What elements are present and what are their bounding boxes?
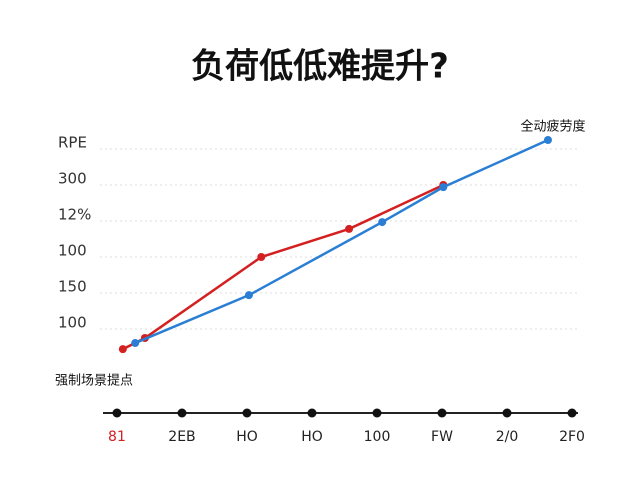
data-point <box>118 345 127 354</box>
x-tick-label: 2EB <box>168 429 195 445</box>
annotation: 全动疲劳度 <box>520 119 585 135</box>
x-tick <box>502 408 512 418</box>
x-tick <box>372 408 382 418</box>
x-tick-label: 81 <box>108 429 126 445</box>
chart-title: 负荷低低难提升? <box>191 47 449 87</box>
series-line <box>134 138 549 345</box>
y-tick-label: 100 <box>58 242 87 260</box>
data-point <box>131 339 140 348</box>
x-tick <box>112 408 122 418</box>
x-tick-label: HO <box>301 429 323 445</box>
x-tick <box>567 408 577 418</box>
y-tick-label: 150 <box>58 278 87 296</box>
x-tick-label: 100 <box>364 429 391 445</box>
x-tick <box>242 408 252 418</box>
data-point <box>378 218 387 227</box>
y-tick-label: 300 <box>58 170 87 188</box>
data-point <box>543 136 552 144</box>
y-tick-label: RPE <box>58 134 87 152</box>
x-tick-label: 2/0 <box>496 429 519 445</box>
x-tick <box>437 408 447 418</box>
y-tick-label: 12% <box>58 206 91 224</box>
y-tick-label: 100 <box>58 314 87 332</box>
annotation: 强制场景提点 <box>55 373 133 389</box>
x-tick <box>307 408 317 418</box>
data-point <box>244 291 253 300</box>
x-tick <box>177 408 187 418</box>
x-tick-label: 2F0 <box>559 429 585 445</box>
data-point <box>439 183 448 192</box>
series-line <box>122 183 444 351</box>
x-tick-label: FW <box>431 429 453 445</box>
data-point <box>257 253 266 261</box>
x-tick-label: HO <box>236 429 258 445</box>
data-point <box>345 224 354 233</box>
